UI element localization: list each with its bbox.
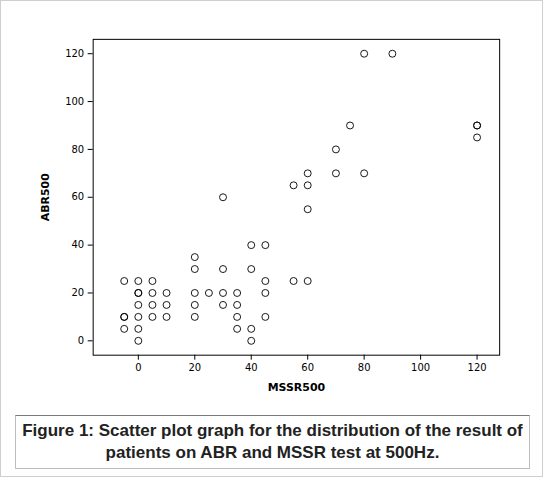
svg-text:0: 0 (78, 335, 84, 346)
svg-text:ABR500: ABR500 (39, 173, 52, 221)
svg-text:MSSR500: MSSR500 (268, 381, 326, 394)
svg-text:120: 120 (65, 48, 84, 59)
svg-text:100: 100 (65, 96, 84, 107)
svg-text:20: 20 (72, 287, 85, 298)
svg-text:40: 40 (72, 239, 85, 250)
svg-text:40: 40 (245, 362, 258, 373)
svg-text:80: 80 (72, 144, 85, 155)
svg-text:120: 120 (468, 362, 487, 373)
svg-text:60: 60 (72, 191, 85, 202)
svg-text:20: 20 (188, 362, 201, 373)
svg-text:80: 80 (358, 362, 371, 373)
svg-text:100: 100 (411, 362, 430, 373)
svg-text:60: 60 (301, 362, 314, 373)
svg-text:0: 0 (135, 362, 141, 373)
html-text:Figure 1: Scatter plot graph f: Figure 1: Scatter plot graph for the dis… (22, 421, 523, 462)
